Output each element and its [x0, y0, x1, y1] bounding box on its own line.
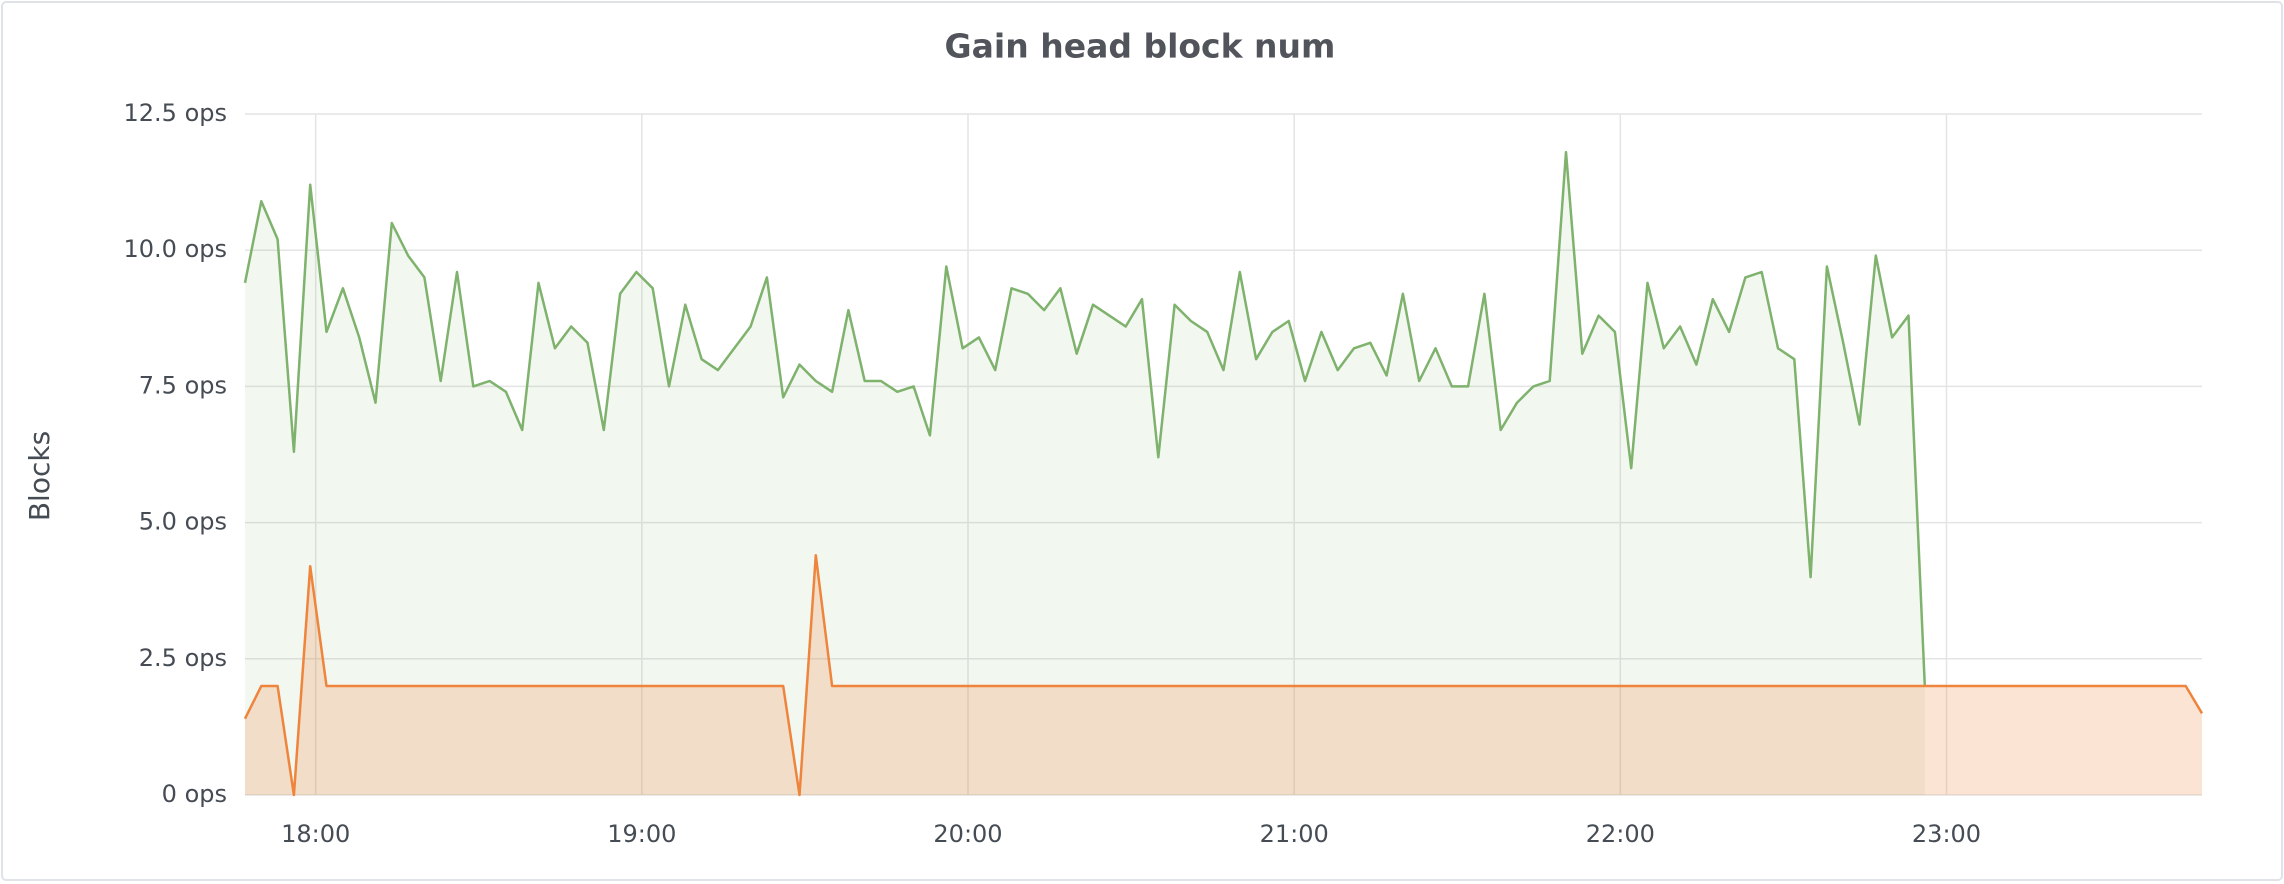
y-tick-label: 12.5 ops: [124, 99, 228, 127]
y-axis-label: Blocks: [23, 431, 56, 521]
x-tick-label: 23:00: [1912, 820, 1981, 848]
y-tick-label: 0 ops: [162, 780, 227, 808]
area: [245, 555, 2202, 795]
y-tick-label: 5.0 ops: [139, 508, 227, 536]
y-tick-label: 7.5 ops: [139, 371, 227, 399]
chart-title: Gain head block num: [945, 27, 1336, 66]
x-tick-label: 19:00: [607, 820, 676, 848]
x-tick-label: 21:00: [1260, 820, 1329, 848]
y-tick-label: 10.0 ops: [124, 235, 228, 263]
x-tick-label: 18:00: [281, 820, 350, 848]
y-tick-label: 2.5 ops: [139, 644, 227, 672]
x-tick-label: 20:00: [933, 820, 1002, 848]
area: [245, 152, 1925, 796]
series-line: [243, 150, 1927, 687]
x-tick-label: 22:00: [1586, 820, 1655, 848]
series-line: [243, 554, 2204, 797]
